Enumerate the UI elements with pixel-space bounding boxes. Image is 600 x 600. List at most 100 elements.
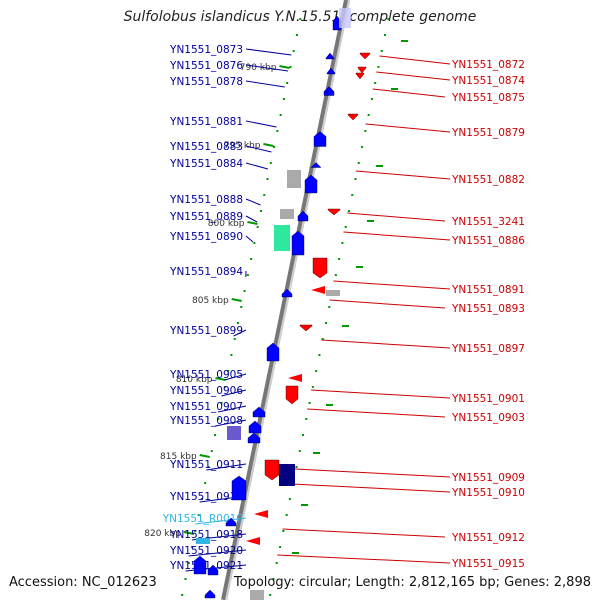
right-track-dot — [361, 146, 364, 148]
left-track-dot — [259, 210, 262, 212]
left-label-leader — [221, 389, 247, 397]
right-track-dot — [302, 434, 305, 436]
right-track-dot — [367, 114, 370, 116]
reverse-gene-arrow — [299, 324, 313, 332]
left-track-dot — [250, 258, 253, 260]
right-track-dot — [318, 354, 321, 356]
right-track-dot — [315, 370, 318, 372]
right-gene-label: YN1551_0882 — [451, 174, 525, 186]
reverse-gene-arrow — [312, 257, 328, 279]
forward-gene-arrow — [304, 174, 318, 194]
pseudogene-box — [280, 209, 294, 219]
left-track-dot — [292, 50, 295, 52]
scale-marker-tick — [247, 221, 258, 225]
right-track-dot — [269, 594, 272, 596]
reverse-gene-arrow — [288, 374, 302, 382]
gene-box — [227, 426, 241, 440]
left-gene-label: YN1551_0883 — [169, 141, 243, 153]
forward-gene-arrow — [325, 52, 335, 60]
left-gene-label: YN1551_0894 — [169, 266, 243, 278]
forward-gene-arrow — [297, 210, 309, 222]
left-track-dot — [184, 578, 187, 580]
left-label-leader — [245, 235, 254, 243]
forward-gene-arrow — [291, 230, 305, 256]
reverse-gene-arrow — [285, 385, 299, 405]
forward-gene-arrow — [207, 564, 219, 576]
reverse-gene-arrow — [347, 113, 359, 121]
right-label-leader — [343, 231, 451, 241]
scale-marker-label: 820 kbp — [144, 529, 181, 539]
right-track-dot — [374, 82, 377, 84]
left-track-dot — [269, 162, 272, 164]
left-label-leader — [245, 64, 289, 72]
right-gene-label: YN1551_0875 — [451, 92, 525, 104]
left-label-leader — [188, 549, 247, 557]
right-gene-label: YN1551_0893 — [451, 303, 525, 315]
scale-marker-tick — [231, 298, 242, 302]
left-track-dot — [230, 354, 233, 356]
right-track-feature — [313, 452, 320, 454]
left-label-leader — [245, 215, 258, 223]
left-gene-label: YN1551_0876 — [169, 60, 243, 72]
right-track-dot — [380, 50, 383, 52]
scale-marker-label: 810 kbp — [176, 375, 213, 385]
right-label-leader — [291, 483, 451, 493]
right-label-leader — [333, 280, 451, 290]
forward-gene-arrow — [225, 517, 237, 527]
left-label-leader — [245, 162, 269, 170]
left-label-leader — [245, 48, 292, 56]
left-gene-label: YN1551_0906 — [169, 385, 243, 397]
right-gene-label: YN1551_0910 — [451, 487, 525, 499]
rna-gene-box — [196, 538, 210, 544]
right-label-leader — [365, 123, 451, 133]
forward-gene-arrow — [193, 555, 207, 575]
genome-title: Sulfolobus islandicus Y.N.15.51, complet… — [123, 9, 477, 25]
right-track-dot — [338, 258, 341, 260]
right-label-leader — [277, 554, 451, 564]
left-track-dot — [227, 370, 230, 372]
left-gene-label: YN1551_0907 — [169, 401, 243, 413]
reverse-gene-arrow — [254, 510, 268, 518]
right-label-leader — [347, 212, 446, 222]
right-track-dot — [288, 498, 291, 500]
topology-text: Topology: circular; Length: 2,812,165 bp… — [233, 575, 591, 590]
right-track-dot — [341, 242, 344, 244]
left-label-leader — [218, 405, 247, 413]
forward-gene-arrow — [266, 342, 280, 362]
right-gene-label: YN1551_0903 — [451, 412, 525, 424]
right-track-dot — [387, 18, 390, 20]
left-track-dot — [256, 226, 259, 228]
forward-gene-arrow — [248, 420, 262, 434]
reverse-gene-arrow — [359, 52, 371, 60]
left-label-leader — [233, 329, 247, 337]
left-track-dot — [279, 114, 282, 116]
right-track-feature — [391, 88, 398, 90]
left-gene-label: YN1551_0918 — [169, 529, 243, 541]
reverse-gene-arrow — [357, 66, 367, 74]
left-track-dot — [207, 466, 210, 468]
left-track-dot — [191, 546, 194, 548]
reverse-gene-arrow — [264, 459, 280, 481]
forward-gene-arrow — [247, 432, 261, 444]
left-label-leader — [215, 419, 247, 427]
left-track-dot — [236, 322, 239, 324]
left-track-dot — [210, 450, 213, 452]
right-label-leader — [307, 408, 446, 418]
left-track-dot — [299, 18, 302, 20]
scale-marker-tick — [263, 143, 274, 147]
right-gene-label: YN1551_0879 — [451, 127, 525, 139]
pseudogene-box — [250, 590, 264, 600]
right-track-dot — [370, 98, 373, 100]
left-track-dot — [233, 338, 236, 340]
left-label-leader — [245, 80, 285, 88]
right-label-leader — [372, 88, 446, 98]
left-track-dot — [266, 178, 269, 180]
left-gene-label: YN1551_0905 — [169, 369, 243, 381]
right-track-dot — [282, 530, 285, 532]
left-track-dot — [263, 194, 266, 196]
right-track-dot — [305, 418, 308, 420]
scale-marker-tick — [215, 377, 226, 381]
right-track-dot — [377, 66, 380, 68]
left-track-dot — [187, 562, 190, 564]
right-gene-label: YN1551_0901 — [451, 393, 525, 405]
